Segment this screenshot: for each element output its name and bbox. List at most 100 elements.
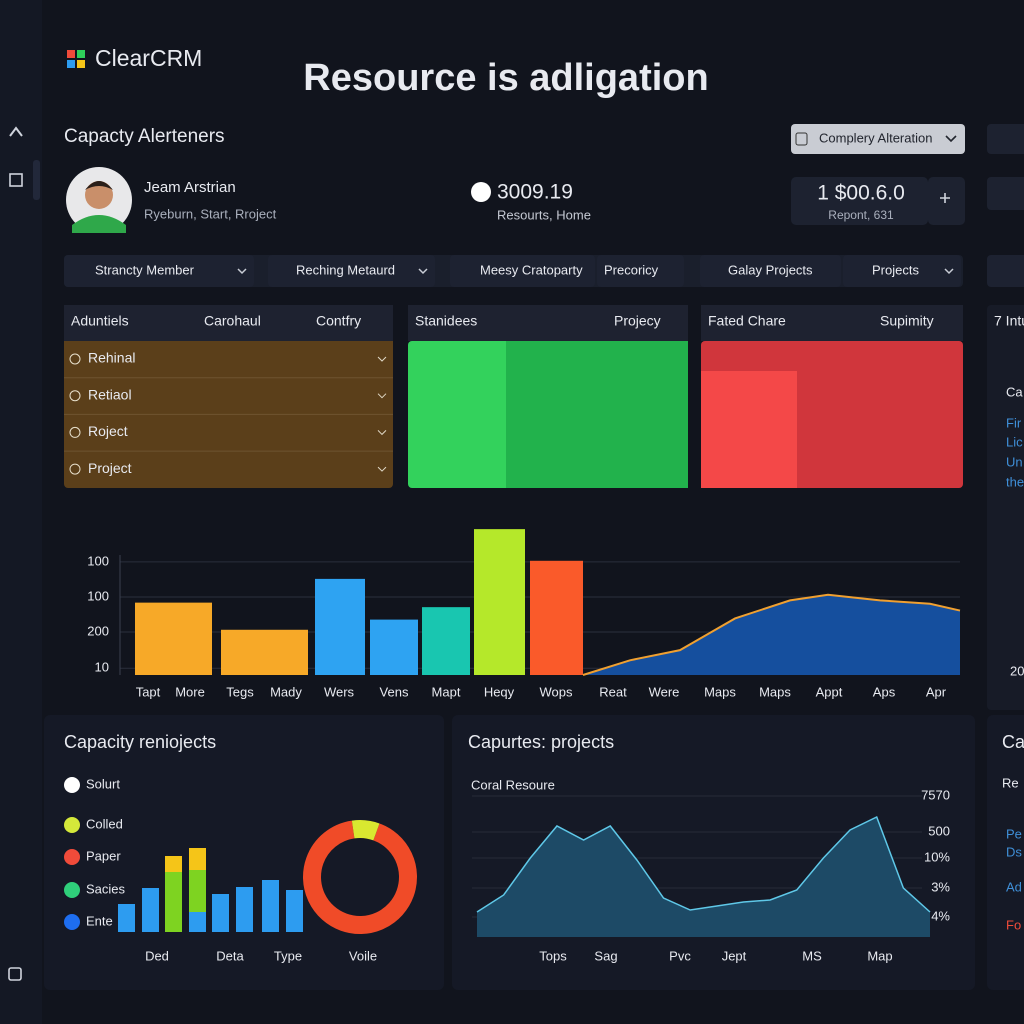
- x-tick-label: Ded: [145, 948, 169, 963]
- table-header-label: Contfry: [316, 313, 361, 329]
- panel: [987, 715, 1024, 990]
- x-tick-label: Map: [867, 948, 892, 963]
- area: [477, 817, 930, 937]
- stat-label: Resourts, Home: [497, 207, 591, 222]
- legend-label: Ente: [86, 913, 113, 928]
- side-panel-line: Un: [1006, 454, 1023, 469]
- y-tick-label: 100: [87, 588, 109, 603]
- logo-square: [77, 50, 85, 58]
- bar: [221, 629, 308, 675]
- row-icon: [69, 353, 81, 365]
- table-row-label: Roject: [88, 423, 128, 439]
- axis-label: 3%: [931, 879, 950, 894]
- add-button[interactable]: [928, 177, 965, 225]
- side-panel-title: 7 Intu: [994, 313, 1024, 329]
- filter[interactable]: [450, 255, 595, 287]
- x-tick-label: Apr: [926, 684, 947, 699]
- table-cell-highlight: [701, 371, 797, 488]
- x-tick-label: Were: [649, 684, 680, 699]
- profile-subtitle: Ryeburn, Start, Rroject: [144, 206, 277, 221]
- filter[interactable]: [597, 255, 684, 287]
- legend-label: Paper: [86, 848, 121, 863]
- panel-line: Ad: [1006, 879, 1022, 894]
- filter[interactable]: [700, 255, 841, 287]
- side-button[interactable]: [987, 177, 1024, 210]
- table-row-label: Project: [88, 460, 132, 476]
- profile-name: Jeam Arstrian: [144, 179, 236, 196]
- avatar-face: [85, 181, 113, 209]
- x-tick-label: Appt: [816, 684, 843, 699]
- table-row-label: Rehinal: [88, 350, 135, 366]
- dropdown-icon: [795, 132, 808, 146]
- nav-indicator: [33, 160, 40, 200]
- x-tick-label: Mady: [270, 684, 302, 699]
- bar: [315, 578, 365, 675]
- legend-label: Sacies: [86, 881, 126, 896]
- content: Strancty Member Reching Metaurd Meesy Crat…: [44, 255, 1024, 990]
- x-tick-label: Tegs: [226, 684, 254, 699]
- side-button[interactable]: [987, 124, 1024, 154]
- axis-label: 7570: [921, 787, 950, 802]
- nav-collapse-icon[interactable]: [9, 126, 23, 137]
- stat-label: Repont, 631: [828, 208, 894, 222]
- x-tick-label: Tops: [539, 948, 567, 963]
- table-header-label: Aduntiels: [71, 313, 129, 329]
- axis-label: 500: [928, 823, 950, 838]
- y-tick-label: 100: [87, 553, 109, 568]
- avatar-hair: [85, 181, 113, 190]
- table-row-label: Retiaol: [88, 386, 132, 402]
- stat-value: 3009.19: [497, 181, 573, 204]
- legend-swatch: [64, 817, 80, 833]
- row-chevron: [377, 356, 387, 362]
- dropdown-label: Complery Alteration: [819, 130, 932, 145]
- filter[interactable]: [268, 255, 435, 287]
- x-tick-label: Wops: [540, 684, 573, 699]
- legend-swatch: [64, 882, 80, 898]
- row-icon: [69, 463, 81, 475]
- row-chevron: [377, 466, 387, 472]
- filter[interactable]: [64, 255, 254, 287]
- stacked-bar: [142, 888, 159, 932]
- legend-label: Colled: [86, 816, 123, 831]
- panel-line: Pe: [1006, 826, 1022, 841]
- x-tick-label: Wers: [324, 684, 355, 699]
- bar: [370, 619, 418, 675]
- stacked-bar: [189, 912, 206, 932]
- table-header-label: Carohaul: [204, 313, 261, 329]
- dropdown-chevron: [945, 135, 957, 143]
- stacked-bar: [262, 880, 279, 932]
- table-header-label: Stanidees: [415, 313, 477, 329]
- legend-swatch: [64, 914, 80, 930]
- table-header-label: Supimity: [880, 313, 934, 329]
- axis-label: 10%: [924, 849, 950, 864]
- nav-icon[interactable]: [9, 173, 23, 187]
- table-column: [506, 341, 688, 488]
- filter-label: Reching Metaurd: [296, 262, 395, 277]
- panel: [452, 715, 975, 990]
- x-tick-label: Maps: [704, 684, 736, 699]
- nav-icon-bottom[interactable]: [8, 967, 22, 981]
- stacked-bar: [165, 856, 182, 872]
- add-icon: [940, 193, 950, 203]
- table-header-label: Projecy: [614, 313, 661, 329]
- avatar-shirt: [72, 215, 126, 233]
- x-tick-label: Jept: [722, 948, 747, 963]
- section-title: Capacty Alerteners: [64, 126, 225, 147]
- x-tick-label: Tapt: [136, 684, 161, 699]
- filter[interactable]: [843, 255, 961, 287]
- x-tick-label: Reat: [599, 684, 627, 699]
- side-panel-line: the: [1006, 474, 1024, 489]
- dropdown[interactable]: [791, 124, 965, 154]
- stacked-bar: [165, 872, 182, 932]
- x-tick-label: Heqy: [484, 684, 515, 699]
- bar: [135, 602, 212, 675]
- x-tick-label: Pvc: [669, 948, 691, 963]
- x-tick-label: Sag: [594, 948, 617, 963]
- stacked-bar: [286, 890, 303, 932]
- panel-title: Ca: [1002, 732, 1024, 752]
- x-tick-label: MS: [802, 948, 822, 963]
- legend-label: Solurt: [86, 776, 120, 791]
- stat-value: 1 $00.6.0: [817, 182, 905, 205]
- side-panel-line: Fir: [1006, 415, 1022, 430]
